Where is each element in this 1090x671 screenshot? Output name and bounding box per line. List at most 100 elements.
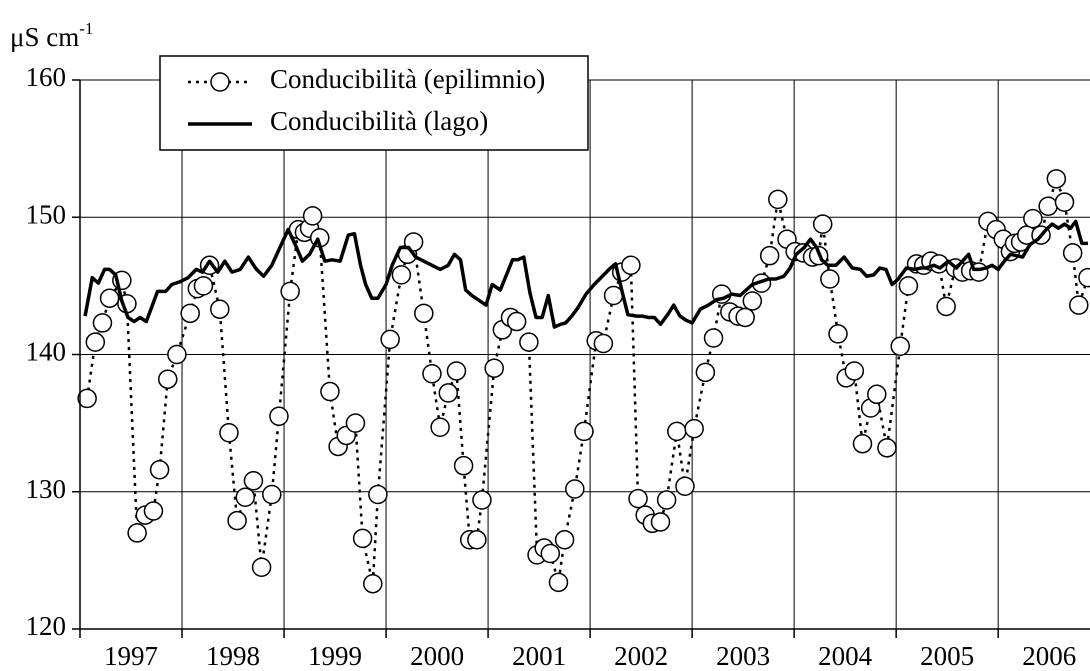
data-point — [656, 490, 677, 510]
series-line — [83, 219, 1088, 329]
data-point — [852, 433, 873, 454]
legend: Conducibilità (epilimnio) Conducibilità (… — [159, 55, 589, 151]
data-point — [99, 288, 120, 308]
data-point — [251, 557, 272, 577]
data-point — [453, 455, 474, 476]
data-point — [667, 421, 687, 442]
data-point — [684, 418, 704, 439]
data-point — [422, 363, 442, 384]
data-point — [695, 362, 716, 383]
data-point — [1023, 208, 1043, 229]
data-point — [506, 311, 527, 332]
grid — [79, 79, 1090, 630]
x-tick-label: 1999 — [308, 641, 362, 671]
data-point — [519, 332, 539, 352]
data-point — [472, 490, 492, 510]
y-tick-label: 130 — [26, 474, 67, 504]
data-point — [735, 307, 755, 328]
data-point — [936, 296, 956, 317]
y-axis-label-base: μS cm — [10, 22, 79, 52]
data-point — [320, 381, 340, 402]
data-point — [593, 333, 614, 354]
x-tick-label: 2004 — [818, 641, 873, 671]
data-point — [210, 299, 230, 319]
x-tick-label: 2006 — [1022, 641, 1076, 671]
x-tick-label: 2003 — [716, 641, 770, 671]
y-tick-label: 120 — [26, 611, 67, 641]
data-point — [867, 384, 887, 405]
data-point — [820, 269, 840, 289]
data-point — [1038, 196, 1058, 217]
y-axis-label-sup: -1 — [79, 19, 93, 38]
data-point — [759, 245, 780, 266]
y-tick-label: 150 — [26, 199, 67, 229]
axes: 120 130 140 150 160 1997 1998 1999 2000 2001 2002 2… — [26, 62, 1090, 671]
data-point — [127, 523, 147, 543]
data-point — [193, 276, 214, 296]
data-point — [143, 501, 164, 521]
data-point — [812, 214, 833, 234]
data-point — [368, 484, 388, 505]
data-point — [438, 383, 459, 403]
data-point — [540, 543, 561, 564]
data-point — [227, 510, 247, 531]
y-tick-label: 140 — [26, 337, 67, 367]
x-tick-label: 1998 — [206, 641, 260, 671]
data-point — [243, 471, 264, 491]
x-tick-label: 2000 — [410, 641, 464, 671]
y-axis-label: μS cm-1 — [10, 19, 93, 52]
data-point — [554, 530, 575, 550]
data-point — [363, 573, 383, 594]
data-point — [565, 479, 585, 499]
data-point — [548, 572, 569, 593]
data-point — [345, 413, 366, 433]
data-point — [414, 303, 434, 324]
data-point — [352, 528, 373, 549]
data-point — [1054, 192, 1075, 212]
data-point — [675, 476, 695, 497]
x-tick-label: 2002 — [614, 641, 668, 671]
data-point — [828, 324, 848, 344]
data-point — [890, 336, 910, 357]
data-point — [628, 488, 648, 509]
data-point — [1062, 243, 1083, 263]
data-point — [1069, 295, 1089, 315]
legend-marker — [210, 72, 230, 92]
legend-box — [159, 55, 589, 151]
data-point — [235, 487, 256, 507]
data-point — [157, 369, 178, 389]
legend-label: Conducibilità (epilimnio) — [270, 64, 545, 94]
data-point — [877, 438, 897, 458]
plot-area — [77, 169, 1090, 594]
x-tick-label: 1997 — [104, 641, 158, 671]
data-point — [180, 303, 200, 324]
data-point — [650, 512, 671, 532]
data-point — [430, 417, 450, 437]
data-point — [467, 530, 487, 550]
x-tick-label: 2001 — [512, 641, 566, 671]
data-point — [380, 329, 400, 350]
legend-label: Conducibilità (lago) — [270, 106, 488, 136]
x-tick-label: 2005 — [920, 641, 974, 671]
data-point — [484, 358, 504, 378]
data-point — [898, 276, 919, 296]
data-point — [262, 484, 282, 505]
data-point — [149, 460, 170, 480]
data-point — [167, 344, 187, 365]
data-point — [703, 328, 724, 348]
data-point — [844, 361, 865, 381]
y-tick-label: 160 — [26, 62, 67, 92]
data-point — [219, 422, 239, 443]
data-point — [621, 255, 641, 276]
data-point — [92, 313, 113, 333]
data-point — [269, 406, 289, 427]
data-point — [302, 206, 323, 226]
data-point — [85, 332, 106, 352]
data-point — [742, 291, 763, 311]
data-point — [391, 265, 412, 285]
data-point — [574, 421, 594, 442]
data-point — [77, 388, 97, 409]
data-point — [280, 281, 300, 302]
data-point — [1078, 267, 1090, 288]
